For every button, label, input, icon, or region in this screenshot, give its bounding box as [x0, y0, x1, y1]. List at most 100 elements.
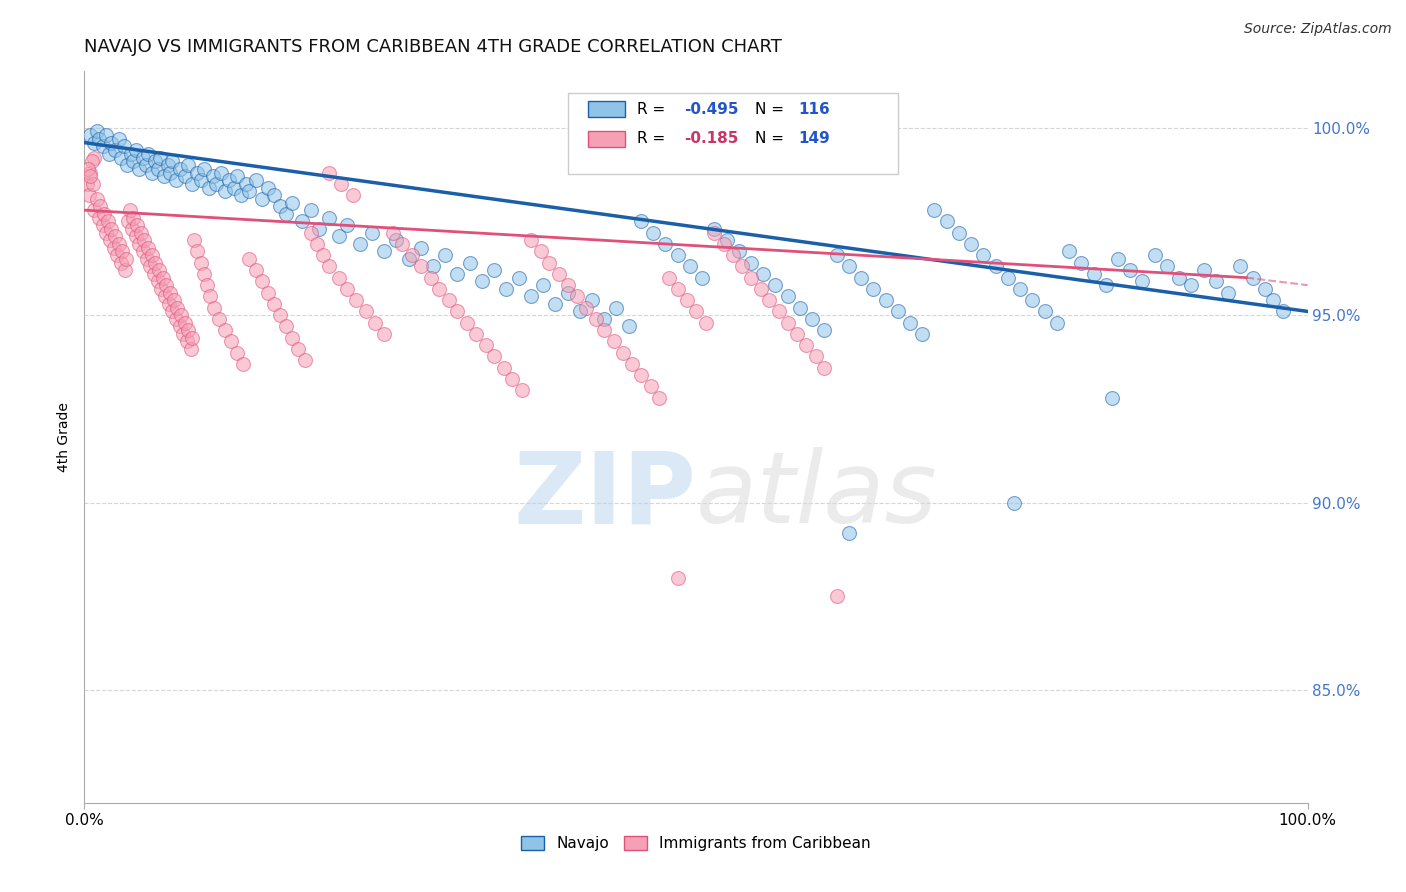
Point	[143, 154, 166, 169]
Point	[401, 248, 423, 262]
Point	[177, 323, 200, 337]
Text: ZIP: ZIP	[513, 447, 696, 544]
Point	[838, 525, 860, 540]
Point	[183, 233, 205, 247]
Point	[768, 304, 790, 318]
Point	[114, 263, 136, 277]
Point	[1254, 282, 1277, 296]
Point	[373, 326, 395, 341]
Point	[456, 316, 478, 330]
Point	[98, 233, 121, 247]
Point	[1070, 255, 1092, 269]
Point	[898, 316, 921, 330]
Point	[538, 255, 561, 269]
Point	[80, 154, 103, 169]
Point	[458, 255, 481, 269]
Point	[336, 218, 359, 232]
Point	[464, 326, 486, 341]
Point	[155, 278, 177, 293]
Point	[132, 151, 155, 165]
Point	[328, 270, 350, 285]
Point	[245, 263, 267, 277]
Point	[117, 214, 139, 228]
Point	[198, 180, 221, 194]
Point	[666, 248, 689, 262]
Point	[165, 312, 187, 326]
Text: 116: 116	[799, 102, 831, 117]
Point	[238, 252, 260, 266]
Point	[508, 270, 530, 285]
Point	[86, 124, 108, 138]
Point	[104, 229, 127, 244]
Point	[172, 326, 194, 341]
Point	[79, 128, 101, 142]
Point	[804, 350, 827, 364]
Point	[105, 248, 128, 262]
Point	[122, 211, 145, 225]
Point	[765, 278, 787, 293]
Point	[89, 199, 111, 213]
Point	[162, 154, 184, 169]
Point	[813, 360, 835, 375]
FancyBboxPatch shape	[568, 94, 898, 174]
Text: atlas: atlas	[696, 447, 938, 544]
Point	[190, 173, 212, 187]
Point	[520, 289, 543, 303]
Point	[112, 139, 135, 153]
Point	[141, 166, 163, 180]
Text: -0.185: -0.185	[683, 131, 738, 146]
Point	[373, 244, 395, 259]
Point	[1156, 260, 1178, 274]
Point	[146, 161, 169, 176]
Point	[630, 368, 652, 383]
Point	[658, 270, 681, 285]
Point	[308, 222, 330, 236]
Point	[1057, 244, 1080, 259]
Point	[617, 319, 640, 334]
Point	[200, 289, 222, 303]
Point	[997, 270, 1019, 285]
Point	[1094, 278, 1116, 293]
Point	[281, 331, 304, 345]
Point	[731, 260, 754, 274]
Text: R =: R =	[637, 102, 671, 117]
Point	[166, 301, 188, 315]
Point	[299, 203, 322, 218]
Point	[630, 214, 652, 228]
Point	[305, 236, 328, 251]
Point	[887, 304, 910, 318]
Point	[202, 301, 225, 315]
Point	[1216, 285, 1239, 300]
Point	[354, 304, 377, 318]
Point	[502, 372, 524, 386]
Point	[585, 312, 607, 326]
Point	[1241, 270, 1264, 285]
Point	[103, 241, 125, 255]
Legend: Navajo, Immigrants from Caribbean: Navajo, Immigrants from Caribbean	[515, 830, 877, 857]
Point	[219, 334, 242, 349]
Point	[924, 203, 946, 218]
Point	[281, 195, 304, 210]
Point	[110, 255, 132, 269]
Point	[146, 274, 169, 288]
Point	[201, 169, 224, 184]
Point	[409, 241, 432, 255]
Point	[603, 334, 626, 349]
Point	[593, 323, 616, 337]
Point	[312, 248, 335, 262]
Point	[222, 180, 245, 194]
Point	[238, 185, 260, 199]
Point	[173, 169, 195, 184]
Point	[176, 334, 198, 349]
Point	[666, 571, 689, 585]
Point	[838, 260, 860, 274]
Point	[690, 270, 713, 285]
Point	[328, 229, 350, 244]
Point	[679, 260, 702, 274]
Point	[214, 185, 236, 199]
Point	[136, 241, 159, 255]
Point	[83, 151, 105, 165]
Point	[83, 203, 105, 218]
Point	[170, 308, 193, 322]
Point	[128, 161, 150, 176]
